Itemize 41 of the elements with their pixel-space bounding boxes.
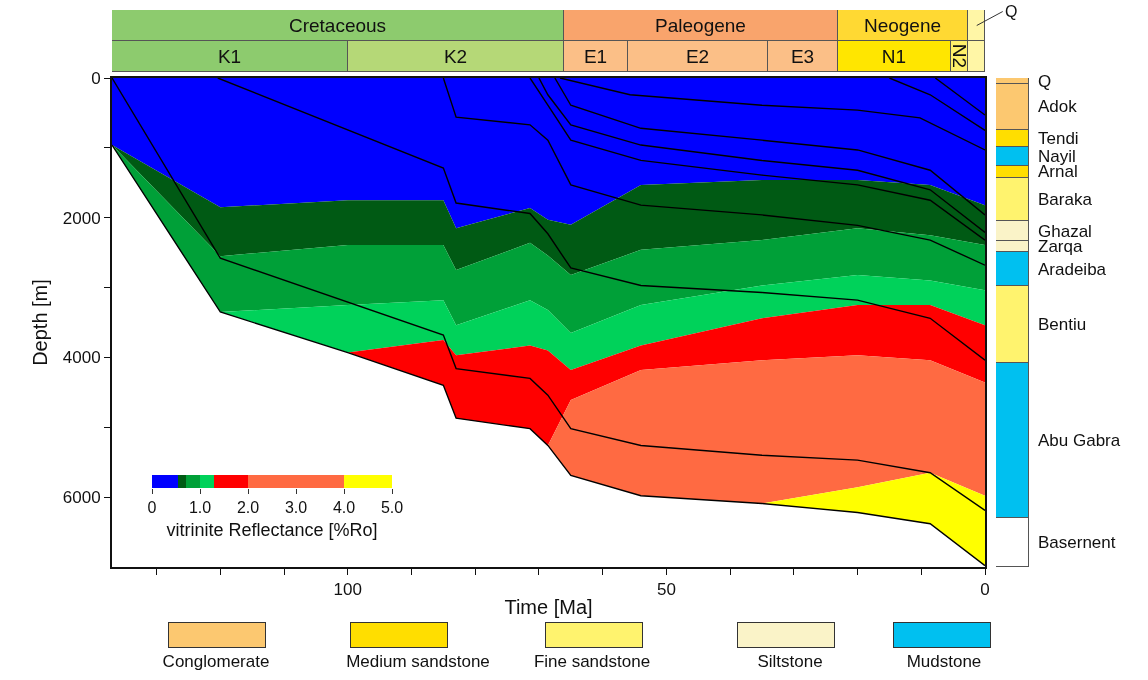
series-label: Paleogene: [655, 14, 746, 36]
text: Conglomerate: [162, 652, 270, 672]
x-tick-label: 2.0: [236, 499, 260, 517]
x-tick-label: 0: [147, 499, 157, 517]
y-tick-label: 0: [91, 68, 101, 88]
text: Mudstone: [906, 652, 982, 672]
series-label: Bentiu: [1038, 315, 1087, 334]
x-tick-label: 0: [980, 580, 990, 600]
x-tick-label: 1.0: [188, 499, 212, 517]
series-label: Neogene: [863, 14, 942, 36]
series-label: N1: [881, 45, 907, 67]
text: Fine sandstone: [533, 652, 651, 672]
series-label: K2: [443, 45, 468, 67]
series-label: N2: [948, 43, 970, 69]
series-label: Q: [1005, 3, 1018, 20]
y-axis-title: Depth [m]: [28, 279, 51, 366]
series-label: Q: [1038, 72, 1052, 91]
series-label: Cretaceous: [288, 14, 387, 36]
text: Siltstone: [757, 652, 823, 672]
x-tick-label: 3.0: [284, 499, 308, 517]
series-label: Baraka: [1038, 190, 1093, 209]
x-tick-label: 100: [333, 580, 362, 600]
x-tick-label: 4.0: [332, 499, 356, 517]
x-tick-label: 5.0: [380, 499, 404, 517]
series-label: Adok: [1038, 97, 1078, 116]
text: Medium sandstone: [346, 652, 490, 672]
y-tick-label: 4000: [62, 348, 101, 368]
y-tick-label: 6000: [62, 488, 101, 508]
x-tick-label: 50: [656, 580, 676, 600]
series-label: E2: [685, 45, 710, 67]
x-axis-title: vitrinite Reflectance [%Ro]: [166, 520, 378, 541]
x-axis-title: Time [Ma]: [504, 596, 593, 619]
series-label: Tendi: [1038, 129, 1079, 148]
series-label: E1: [583, 45, 608, 67]
y-tick-label: 2000: [62, 208, 101, 228]
series-label: Basernent: [1038, 533, 1116, 552]
series-label: K1: [217, 45, 242, 67]
series-label: E3: [790, 45, 815, 67]
series-label: Aradeiba: [1038, 260, 1107, 279]
series-label: Nayil: [1038, 147, 1076, 166]
series-label: Abu Gabra: [1038, 431, 1121, 450]
